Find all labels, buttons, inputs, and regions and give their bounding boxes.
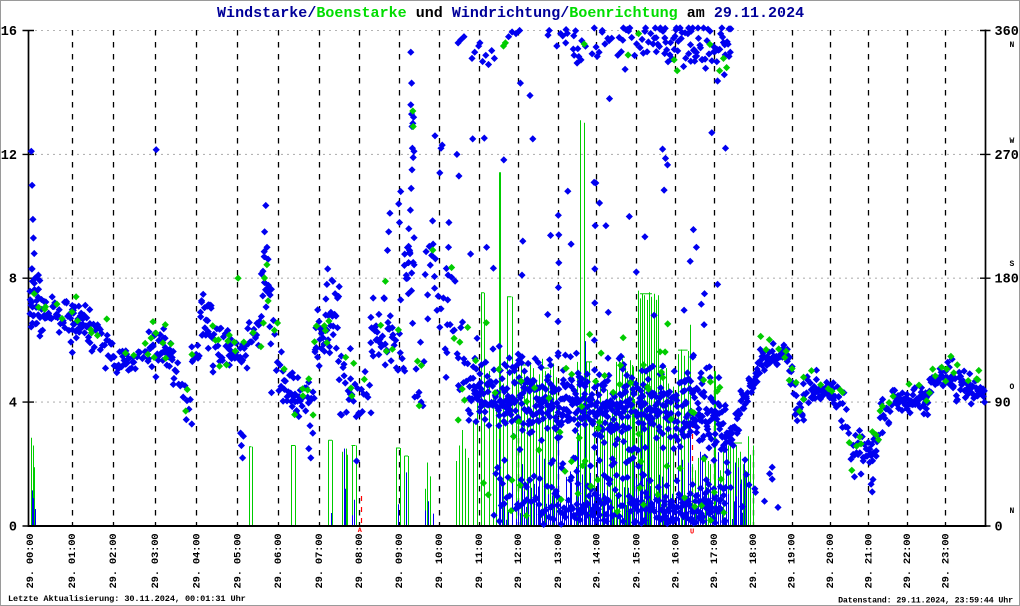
svg-text:29. 03:00: 29. 03:00: [150, 534, 162, 589]
svg-text:29. 02:00: 29. 02:00: [108, 534, 120, 589]
svg-text:Datenstand: 29.11.2024, 23:59:: Datenstand: 29.11.2024, 23:59:44 Uhr: [838, 596, 1013, 606]
svg-text:N: N: [1010, 41, 1015, 50]
svg-text:N: N: [1010, 507, 1015, 516]
svg-text:180: 180: [995, 273, 1019, 288]
svg-text:8: 8: [9, 273, 17, 288]
svg-text:O: O: [1010, 383, 1015, 392]
svg-text:29. 10:00: 29. 10:00: [434, 534, 446, 589]
svg-text:270: 270: [995, 149, 1019, 164]
svg-text:29. 07:00: 29. 07:00: [314, 534, 326, 589]
svg-text:29. 15:00: 29. 15:00: [632, 534, 644, 589]
svg-text:29. 17:00: 29. 17:00: [709, 534, 721, 589]
svg-text:U: U: [690, 529, 694, 537]
svg-text:W: W: [1010, 137, 1015, 146]
svg-text:29. 18:00: 29. 18:00: [748, 534, 760, 589]
svg-text:29. 14:00: 29. 14:00: [592, 534, 604, 589]
svg-text:90: 90: [995, 397, 1011, 412]
svg-text:0: 0: [995, 521, 1003, 536]
svg-text:29. 01:00: 29. 01:00: [67, 534, 79, 589]
svg-text:A: A: [358, 527, 363, 535]
svg-text:29. 05:00: 29. 05:00: [233, 534, 245, 589]
svg-text:29. 23:00: 29. 23:00: [941, 534, 953, 589]
svg-text:29. 06:00: 29. 06:00: [273, 534, 285, 589]
svg-text:Windstarke/Boenstarke und Wind: Windstarke/Boenstarke und Windrichtung/B…: [217, 5, 804, 22]
svg-text:29. 22:00: 29. 22:00: [902, 534, 914, 589]
svg-text:16: 16: [1, 25, 17, 40]
svg-text:0: 0: [9, 521, 17, 536]
svg-text:29. 09:00: 29. 09:00: [394, 534, 406, 589]
svg-text:29. 00:00: 29. 00:00: [25, 534, 37, 589]
svg-text:12: 12: [1, 149, 17, 164]
svg-text:29. 21:00: 29. 21:00: [864, 534, 876, 589]
svg-text:29. 16:00: 29. 16:00: [671, 534, 683, 589]
svg-text:360: 360: [995, 25, 1019, 40]
svg-text:29. 04:00: 29. 04:00: [192, 534, 204, 589]
svg-text:29. 08:00: 29. 08:00: [354, 534, 366, 589]
svg-text:29. 11:00: 29. 11:00: [474, 534, 486, 589]
svg-text:4: 4: [9, 397, 17, 412]
svg-text:S: S: [1010, 260, 1015, 269]
svg-text:29. 20:00: 29. 20:00: [825, 534, 837, 589]
svg-text:29. 12:00: 29. 12:00: [513, 534, 525, 589]
svg-text:29. 13:00: 29. 13:00: [553, 534, 565, 589]
svg-text:Letzte Aktualisierung: 30.11.2: Letzte Aktualisierung: 30.11.2024, 00:01…: [8, 594, 246, 604]
svg-text:29. 19:00: 29. 19:00: [787, 534, 799, 589]
